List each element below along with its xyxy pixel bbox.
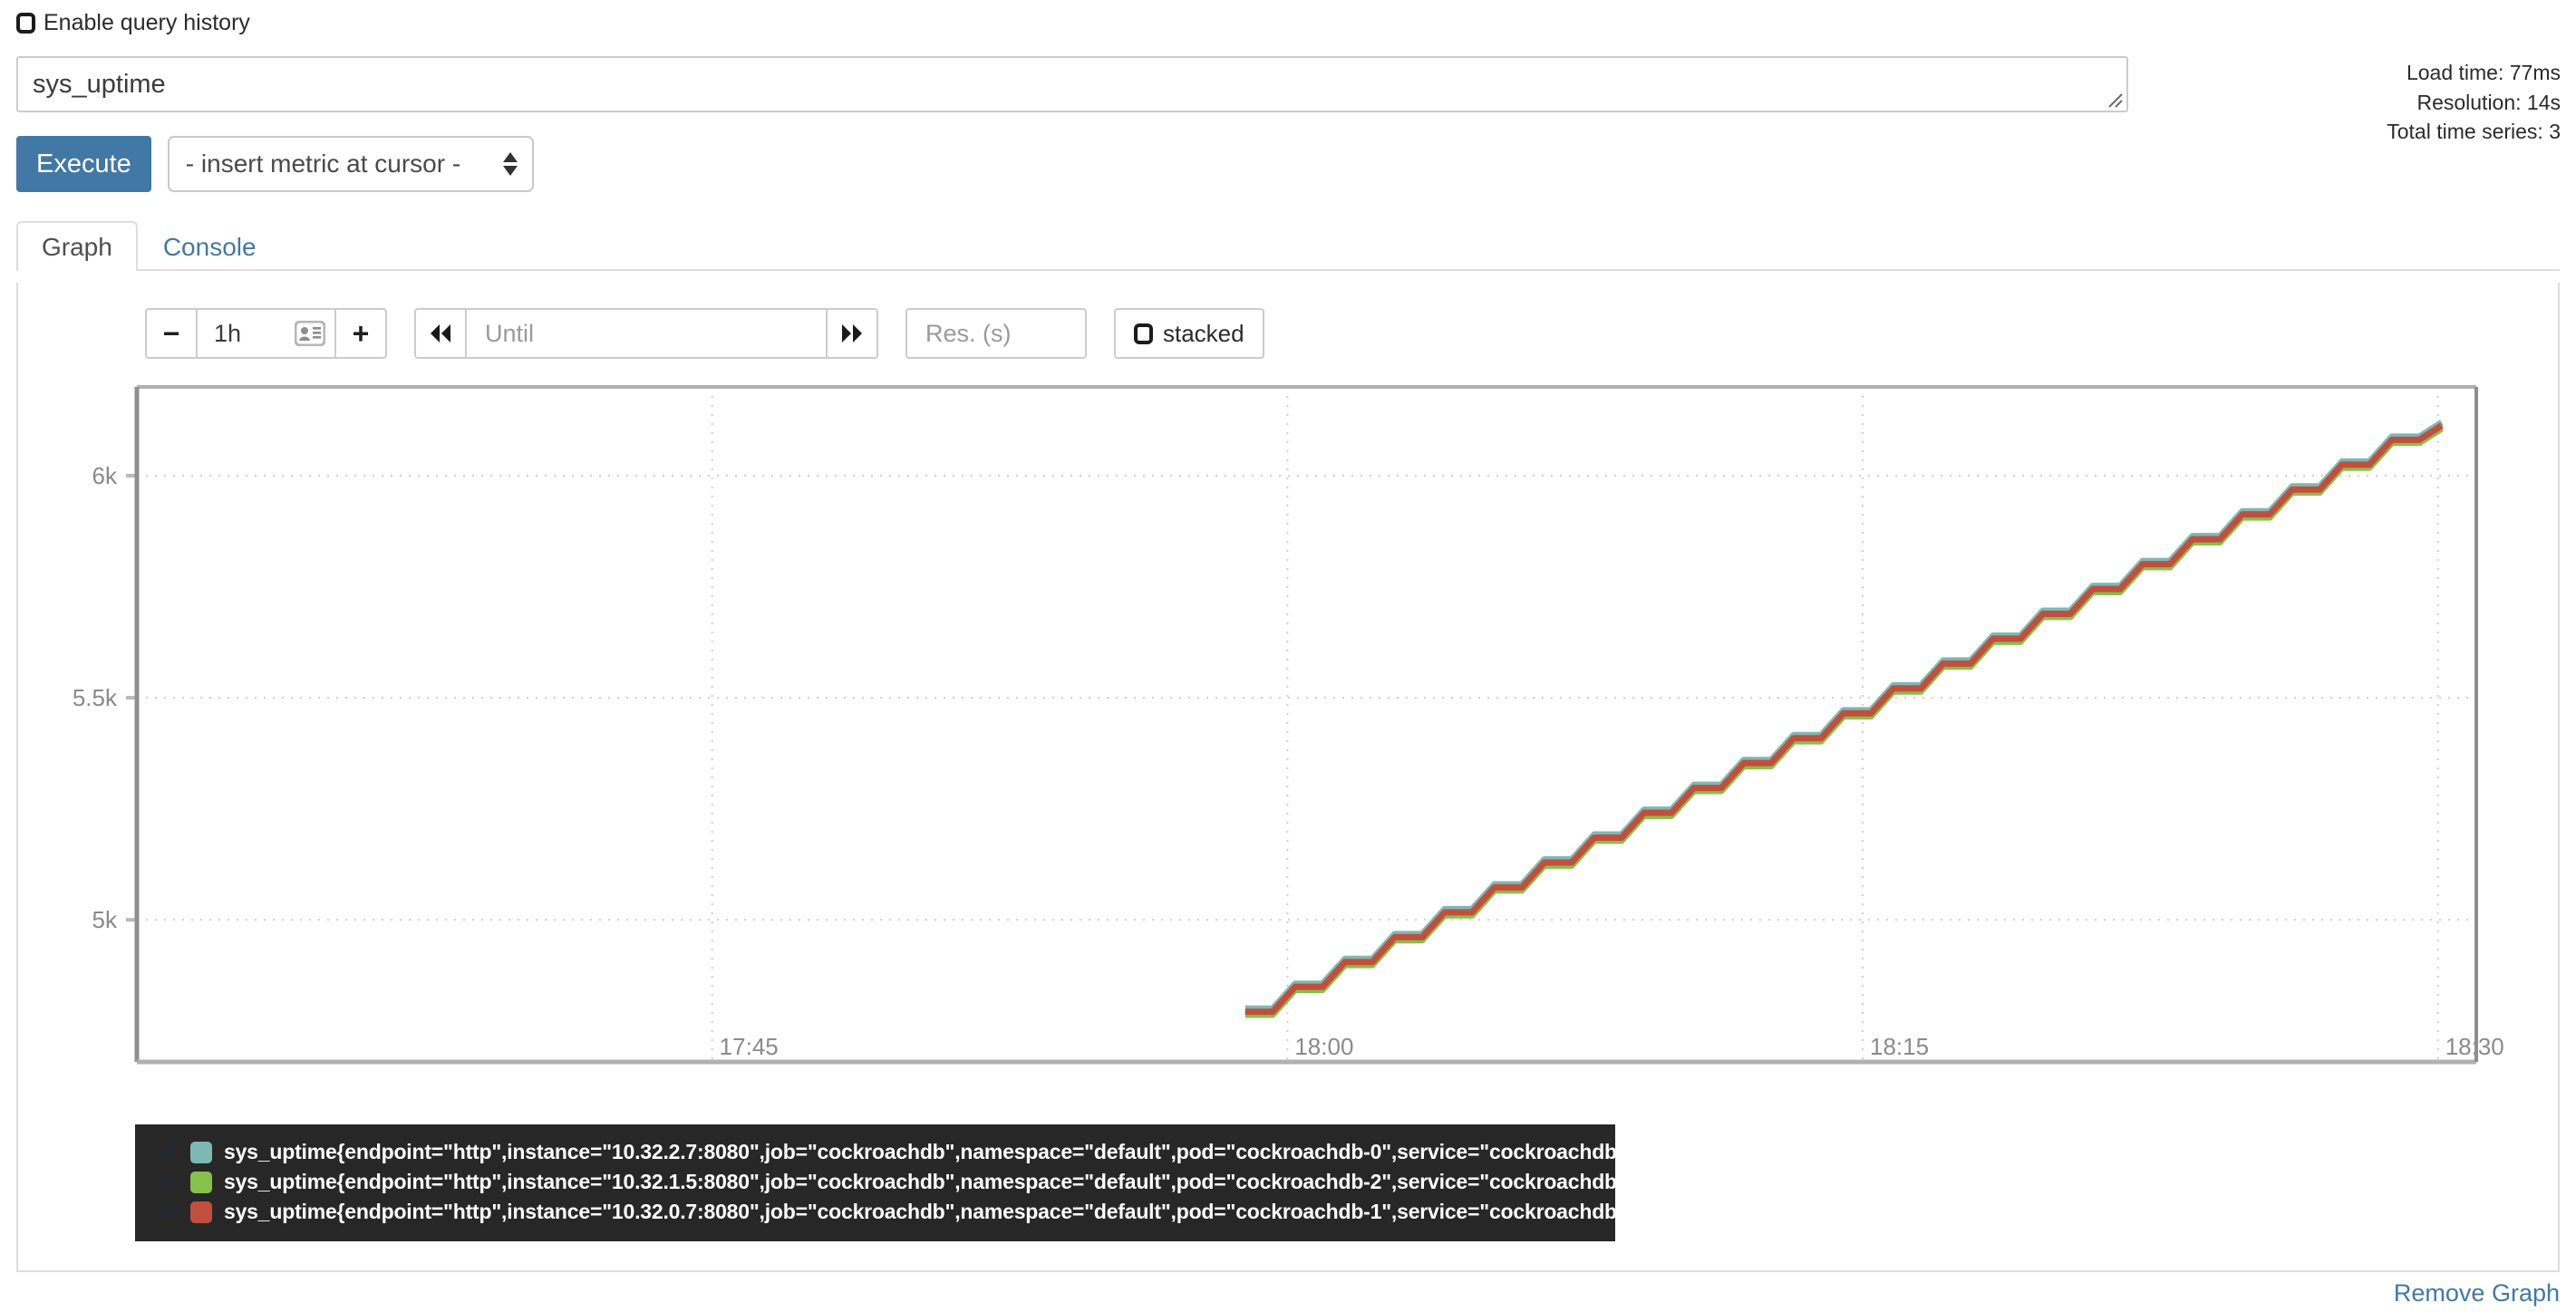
series-line (1244, 420, 2444, 1012)
insert-metric-select-value: - insert metric at cursor - (185, 150, 461, 178)
stacked-label: stacked (1163, 319, 1244, 347)
series-line (1244, 422, 2444, 1016)
expression-input-wrapper (16, 56, 2128, 112)
legend-item-checkmark-icon[interactable]: ✔ (156, 1168, 178, 1196)
legend-item-color-swatch (190, 1141, 212, 1163)
graph-legend: ✔ sys_uptime{endpoint="http",instance="10… (135, 1124, 1635, 1241)
step-backward-button[interactable] (414, 308, 467, 359)
legend-item-label: sys_uptime{endpoint="http",instance="10.… (224, 1140, 1635, 1163)
resolution-input[interactable]: Res. (s) (905, 308, 1087, 359)
forward-icon (842, 324, 862, 342)
tab-console[interactable]: Console (162, 233, 257, 261)
load-time: Load time: 77ms (2406, 61, 2561, 84)
total-time-series: Total time series: 3 (2387, 120, 2561, 144)
tab-graph[interactable]: Graph (16, 221, 138, 271)
legend-item-color-swatch (190, 1171, 212, 1193)
range-control-group: − 1h + (145, 308, 387, 359)
range-input-value: 1h (214, 319, 242, 347)
view-tabs: Graph Console (16, 220, 2560, 271)
legend-item-label: sys_uptime{endpoint="http",instance="10.… (224, 1200, 1635, 1223)
legend-item-color-swatch (190, 1201, 212, 1223)
query-history-label: Enable query history (44, 10, 250, 35)
graph-controls: − 1h + U (145, 308, 1264, 359)
y-axis-tick-label: 5.5k (73, 684, 118, 711)
legend-item[interactable]: ✔ sys_uptime{endpoint="http",instance="10… (135, 1167, 1635, 1197)
range-decrease-button[interactable]: − (145, 308, 198, 359)
range-increase-button[interactable]: + (334, 308, 387, 359)
time-navigation-group: Until (414, 308, 878, 359)
resolution: Resolution: 14s (2416, 90, 2561, 114)
x-axis-tick-label: 18:15 (1870, 1033, 1929, 1060)
insert-metric-select[interactable]: - insert metric at cursor - (167, 136, 534, 192)
y-axis-tick-label: 5k (92, 906, 118, 933)
legend-item-checkmark-icon[interactable]: ✔ (156, 1198, 178, 1226)
spinner-arrows-icon (502, 152, 518, 176)
query-history-checkbox[interactable] (16, 13, 35, 34)
vcard-icon[interactable] (295, 321, 325, 346)
backward-icon (431, 324, 450, 342)
x-axis-tick-label: 18:00 (1294, 1033, 1353, 1060)
stacked-toggle[interactable]: stacked (1114, 308, 1264, 359)
stacked-checkbox[interactable] (1134, 323, 1153, 344)
execute-button[interactable]: Execute (16, 136, 151, 192)
series-line (1244, 426, 2444, 1018)
legend-item-label: sys_uptime{endpoint="http",instance="10.… (224, 1170, 1635, 1193)
until-placeholder: Until (485, 319, 535, 347)
x-axis-tick-label: 17:45 (720, 1033, 779, 1060)
remove-graph-link[interactable]: Remove Graph (2393, 1279, 2560, 1307)
expression-input[interactable] (16, 56, 2128, 112)
query-history-toggle[interactable]: Enable query history (16, 10, 250, 36)
legend-item-checkmark-icon[interactable]: ✔ (156, 1138, 178, 1166)
query-stats: Load time: 77ms Resolution: 14s Total ti… (2387, 58, 2561, 147)
legend-item[interactable]: ✔ sys_uptime{endpoint="http",instance="10… (135, 1197, 1635, 1227)
legend-item[interactable]: ✔ sys_uptime{endpoint="http",instance="10… (135, 1137, 1635, 1167)
y-axis-tick-label: 6k (92, 462, 118, 489)
step-forward-button[interactable] (826, 308, 878, 359)
x-axis-tick-label: 18:30 (2445, 1033, 2504, 1060)
range-input[interactable]: 1h (196, 308, 336, 359)
until-input[interactable]: Until (465, 308, 828, 359)
resolution-placeholder: Res. (s) (925, 319, 1012, 347)
execute-row: Execute - insert metric at cursor - (16, 136, 534, 192)
